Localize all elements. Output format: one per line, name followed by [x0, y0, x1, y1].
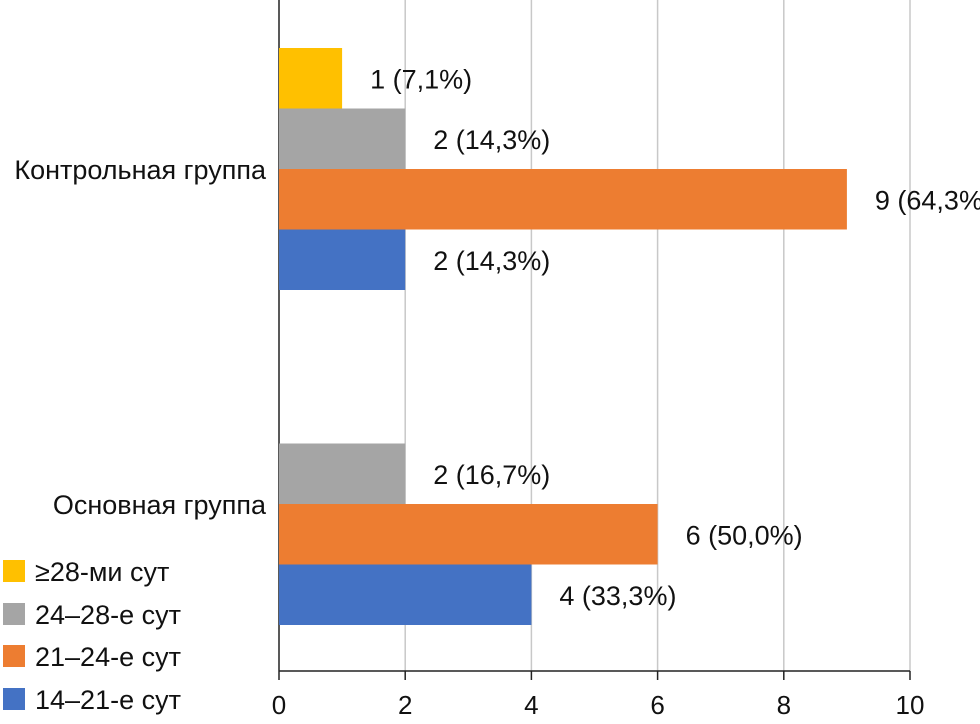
legend-swatch [3, 688, 25, 710]
legend-label: 21–24-е сут [35, 642, 181, 672]
x-tick-label: 6 [650, 690, 664, 720]
bar [279, 48, 343, 109]
bar [279, 443, 406, 504]
category-label: Контрольная группа [14, 155, 267, 185]
data-label: 9 (64,3%) [875, 185, 980, 215]
bar [279, 169, 847, 230]
x-tick-label: 8 [777, 690, 791, 720]
legend-label: 14–21-е сут [35, 685, 181, 715]
bar [279, 229, 406, 290]
x-tick-label: 2 [398, 690, 412, 720]
x-tick-label: 0 [272, 690, 286, 720]
data-label: 6 (50,0%) [686, 520, 803, 550]
legend-swatch [3, 645, 25, 667]
legend-label: 24–28-е сут [35, 600, 181, 630]
x-tick-label: 4 [524, 690, 538, 720]
x-tick-label: 10 [896, 690, 925, 720]
legend-swatch [3, 603, 25, 625]
bar [279, 564, 532, 625]
category-label: Основная группа [53, 490, 267, 520]
data-label: 2 (14,3%) [433, 246, 550, 276]
legend-swatch [3, 560, 25, 582]
bar [279, 108, 406, 169]
data-label: 2 (16,7%) [433, 460, 550, 490]
bar [279, 504, 658, 565]
data-label: 2 (14,3%) [433, 125, 550, 155]
legend-label: ≥28-ми сут [35, 557, 169, 587]
data-label: 4 (33,3%) [559, 581, 676, 611]
data-label: 1 (7,1%) [370, 64, 472, 94]
